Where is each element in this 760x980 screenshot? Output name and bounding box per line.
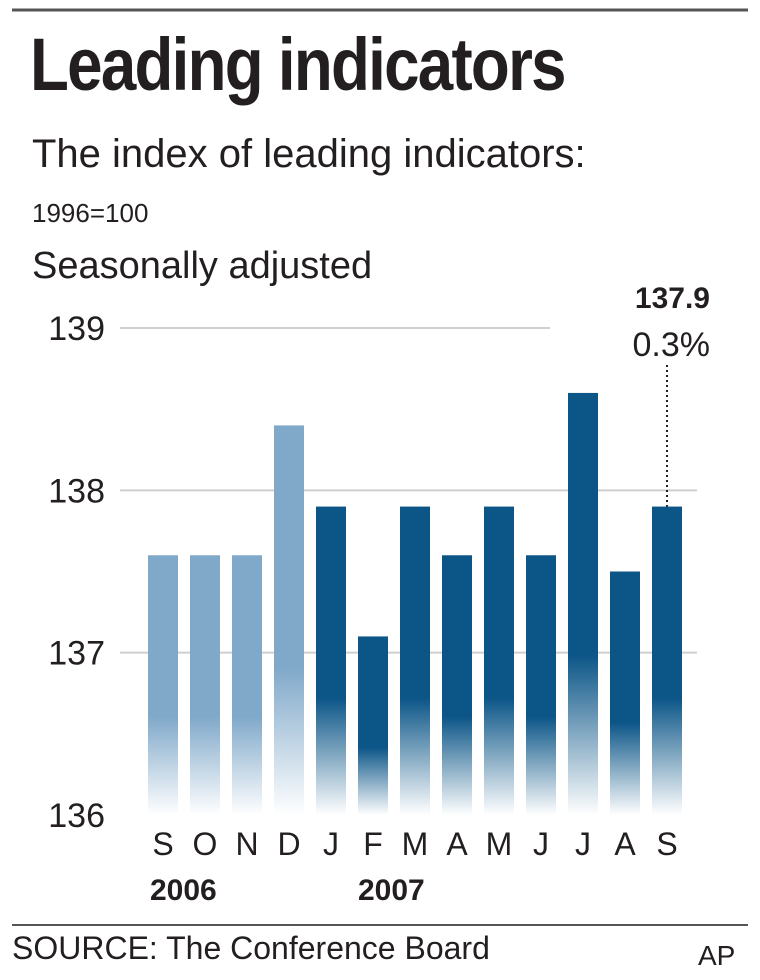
bar-N — [232, 555, 262, 815]
x-tick-label: J — [575, 826, 591, 862]
bar-A — [442, 555, 472, 815]
x-tick-label: S — [656, 826, 677, 862]
bar-S — [652, 506, 682, 815]
y-tick-label: 137 — [48, 635, 105, 673]
chart-title: Leading indicators — [30, 23, 567, 106]
credit: AP — [698, 940, 736, 971]
bar-S — [148, 555, 178, 815]
chart-subtitle: The index of leading indicators: — [32, 132, 586, 176]
annotation-change: 0.3% — [633, 326, 711, 364]
bar-A — [610, 571, 640, 815]
bar-J — [568, 392, 598, 815]
year-label-2006: 2006 — [150, 874, 217, 907]
bar-O — [190, 555, 220, 815]
y-tick-label: 139 — [48, 310, 105, 348]
x-tick-label: S — [152, 826, 173, 862]
x-tick-label: J — [323, 826, 339, 862]
x-tick-label: F — [363, 826, 383, 862]
bar-M — [400, 506, 430, 815]
x-tick-label: J — [533, 826, 549, 862]
base-note: 1996=100 — [32, 198, 149, 228]
bar-F — [358, 636, 388, 815]
source-note: SOURCE: The Conference Board — [12, 930, 490, 966]
bar-J — [526, 555, 556, 815]
x-tick-label: D — [277, 826, 300, 862]
x-tick-label: N — [235, 826, 258, 862]
bar-D — [274, 425, 304, 815]
year-label-2007: 2007 — [358, 874, 425, 907]
bar-J — [316, 506, 346, 815]
y-tick-label: 138 — [48, 472, 105, 510]
adjustment-note: Seasonally adjusted — [32, 245, 373, 287]
x-tick-label: A — [614, 826, 636, 862]
x-tick-label: M — [486, 826, 513, 862]
x-tick-label: A — [446, 826, 468, 862]
x-tick-label: O — [193, 826, 218, 862]
x-tick-label: M — [402, 826, 429, 862]
bar-M — [484, 506, 514, 815]
annotation-value: 137.9 — [635, 282, 710, 315]
y-tick-label: 136 — [48, 797, 105, 835]
